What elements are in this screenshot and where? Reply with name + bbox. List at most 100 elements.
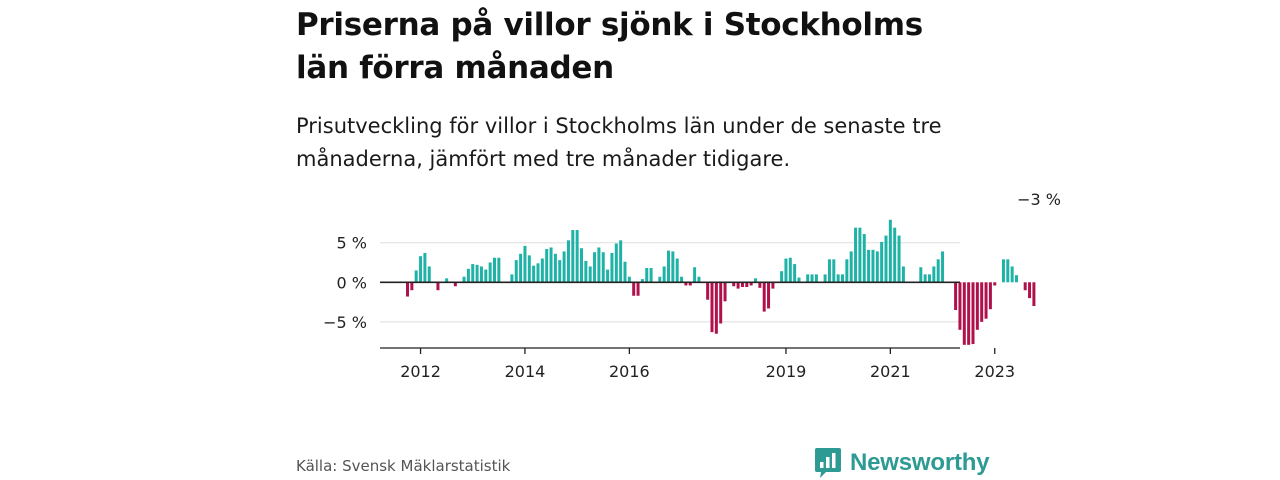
bar — [971, 282, 975, 345]
bar — [588, 266, 592, 283]
bar — [941, 251, 945, 283]
x-tick-label: 2016 — [609, 362, 650, 381]
bar — [1010, 266, 1014, 283]
chart-subtitle: Prisutveckling för villor i Stockholms l… — [296, 114, 942, 171]
bar — [597, 247, 601, 283]
bar — [680, 276, 684, 283]
bar — [980, 282, 984, 322]
y-tick-label: 5 % — [337, 234, 367, 253]
bars — [406, 219, 1036, 345]
bar — [584, 260, 588, 283]
bar — [806, 274, 810, 283]
bar — [893, 227, 897, 283]
bar — [453, 282, 457, 287]
bar — [954, 282, 958, 310]
bar — [884, 235, 888, 283]
bar — [640, 279, 644, 283]
bar — [688, 282, 692, 286]
bar — [527, 255, 531, 283]
bar — [466, 268, 470, 283]
bar — [523, 245, 527, 283]
bar — [593, 252, 597, 283]
bar — [571, 230, 575, 283]
bar — [967, 282, 971, 345]
y-tick-label: −5 % — [323, 313, 367, 332]
bar — [566, 240, 570, 283]
bar — [558, 260, 562, 283]
bar — [462, 276, 466, 283]
bar — [736, 282, 740, 289]
x-tick-label: 2019 — [766, 362, 807, 381]
bar — [788, 257, 792, 283]
bar — [536, 263, 540, 283]
bar — [745, 282, 749, 288]
bar — [649, 268, 653, 283]
bar — [849, 251, 853, 283]
bar — [414, 270, 418, 283]
bar — [923, 274, 927, 283]
y-tick-label: 0 % — [337, 273, 367, 292]
bar — [488, 262, 492, 283]
axes — [380, 281, 996, 354]
page-title: Priserna på villor sjönk i Stockholms lä… — [296, 7, 923, 86]
bar — [827, 259, 831, 283]
bar — [671, 251, 675, 283]
bar — [484, 269, 488, 283]
brand-logo: Newsworthy — [814, 446, 990, 480]
bar — [436, 282, 440, 291]
bar — [858, 227, 862, 283]
bar — [932, 266, 936, 283]
bar — [693, 267, 697, 283]
bar — [662, 266, 666, 283]
chart-card: Priserna på villor sjönk i Stockholms lä… — [296, 0, 1061, 480]
bar — [549, 247, 553, 283]
bar — [623, 261, 627, 283]
bar — [1001, 259, 1005, 283]
bar — [493, 257, 496, 283]
bar — [553, 253, 557, 283]
bar — [562, 251, 566, 283]
newsworthy-logo-icon — [815, 448, 841, 478]
bar — [988, 282, 992, 310]
bar — [984, 282, 988, 319]
bar — [1028, 282, 1032, 299]
bar — [867, 249, 871, 283]
bar — [767, 282, 771, 309]
x-tick-label: 2012 — [400, 362, 441, 381]
bar — [723, 282, 727, 302]
bar — [710, 282, 714, 333]
bar — [936, 259, 940, 283]
bar — [771, 282, 775, 289]
bar — [510, 274, 514, 283]
bar — [540, 258, 544, 283]
bar — [823, 274, 827, 283]
bar — [836, 274, 840, 283]
bar — [901, 266, 905, 283]
bar — [606, 269, 610, 283]
bar — [762, 282, 766, 312]
bar — [919, 267, 923, 283]
bar — [897, 235, 901, 283]
bar — [423, 253, 427, 283]
bar — [754, 278, 757, 283]
bar — [610, 253, 614, 283]
bar — [732, 282, 736, 287]
bar — [601, 252, 605, 283]
bar — [410, 282, 414, 291]
bar — [1032, 282, 1036, 307]
bar — [675, 258, 679, 283]
bar — [975, 282, 979, 330]
bar — [749, 282, 753, 286]
bar — [667, 250, 670, 283]
bar — [797, 277, 801, 283]
x-tick-label: 2023 — [974, 362, 1015, 381]
bar — [419, 256, 423, 283]
bar — [832, 259, 836, 283]
bar — [645, 268, 649, 283]
bar — [845, 259, 849, 283]
bar — [854, 227, 858, 283]
bar — [875, 251, 879, 283]
bar — [810, 274, 814, 283]
bar — [697, 276, 701, 283]
bar — [575, 230, 579, 283]
